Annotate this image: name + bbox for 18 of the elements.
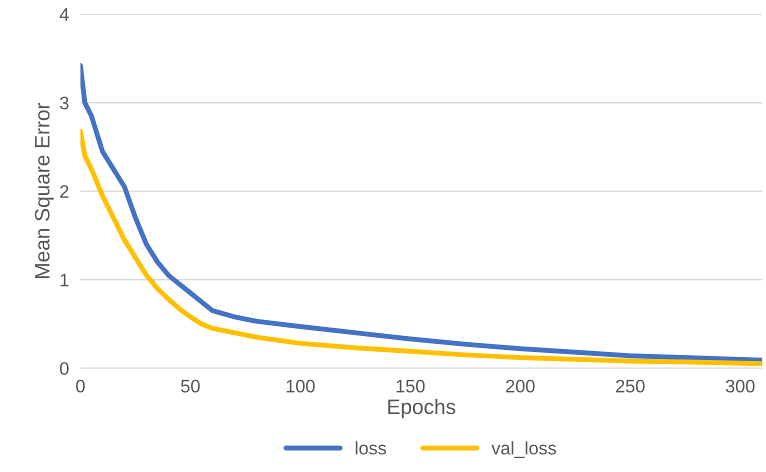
x-tick-label: 100 (286, 380, 315, 393)
x-tick-label: 150 (396, 380, 425, 393)
y-tick-label: 2 (60, 185, 68, 198)
y-tick-label: 3 (60, 96, 69, 110)
x-axis-title: Epochs (388, 398, 456, 418)
x-tick-label: 0 (76, 380, 85, 393)
legend-label: loss (356, 441, 386, 455)
x-tick-label: 200 (506, 380, 535, 393)
y-axis-title: Mean Square Error (34, 102, 54, 278)
y-tick-label: 4 (60, 8, 69, 21)
y-tick-label: 1 (60, 274, 68, 286)
line-series (80, 128, 762, 366)
y-tick-label: 0 (60, 362, 69, 375)
legend-label: val_loss (491, 441, 556, 458)
line-series (80, 63, 762, 363)
x-tick-label: 50 (181, 380, 200, 393)
x-tick-label: 300 (726, 380, 755, 393)
x-tick-label: 250 (616, 380, 645, 393)
